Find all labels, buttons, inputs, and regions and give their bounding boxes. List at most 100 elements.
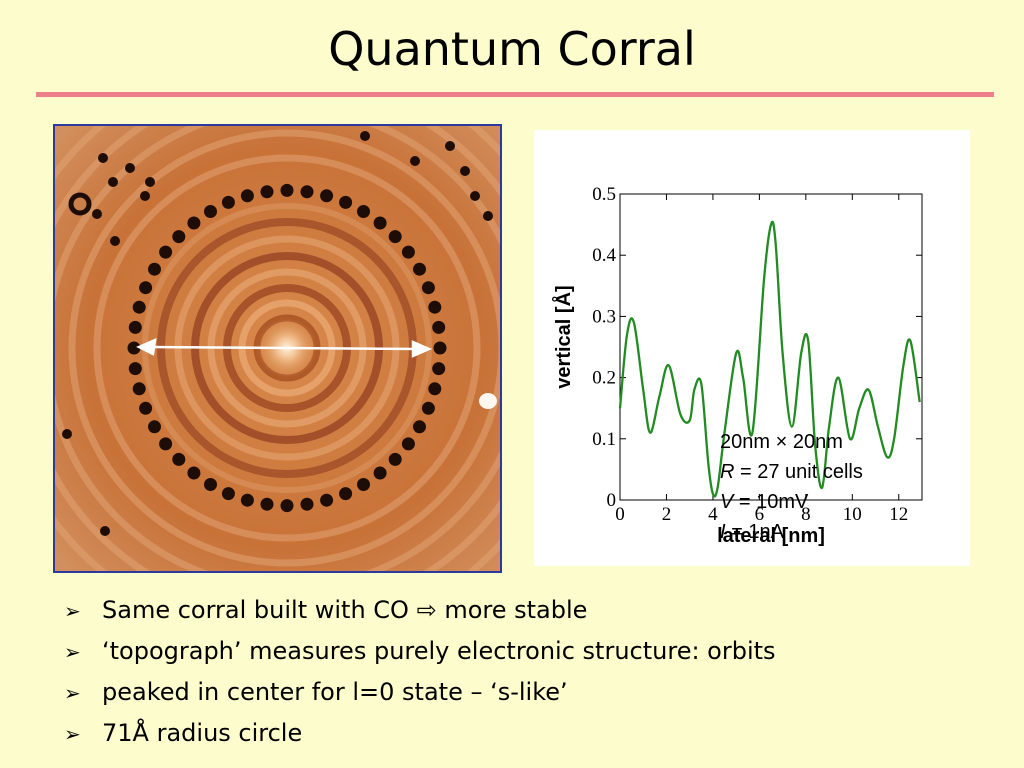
co-atom [139,401,153,415]
stray-atom [110,236,120,246]
stray-atom [445,141,455,151]
co-atom [280,499,294,513]
x-tick-label: 8 [801,504,811,525]
stray-atom [410,156,420,166]
y-tick-label: 0.5 [592,184,616,205]
stray-atom [92,209,102,219]
stray-atom [100,526,110,536]
co-atom [172,452,186,466]
stm-image [53,124,502,573]
co-atom [373,216,387,230]
stray-atom [125,163,135,173]
co-atom [139,281,153,295]
x-axis-label: lateral [nm] [717,525,825,547]
right-arrow-icon: ⇨ [416,596,437,624]
stray-atom [483,211,493,221]
annotation-block: 20nm × 20nm R = 27 unit cells V = 10mV I… [720,431,863,543]
y-tick-label: 0.1 [592,429,616,450]
stray-atom [140,191,150,201]
co-atom [428,382,442,396]
co-atom [240,189,254,203]
co-atom [339,487,353,501]
stray-atom [145,177,155,187]
co-atom [159,245,173,259]
stray-atom [470,191,480,201]
co-atom [357,205,370,218]
co-atom [421,401,435,415]
co-atom [413,262,426,276]
co-atom [300,497,314,511]
stray-atoms [62,131,493,536]
y-tick-label: 0 [607,490,617,511]
co-atom [127,341,141,355]
co-atom [421,281,435,295]
x-tick-label: 2 [662,504,672,525]
y-tick-label: 0.2 [592,368,616,389]
co-atom [204,205,217,218]
bullet-arrow-icon: ➢ [64,722,81,746]
co-atom [221,195,235,209]
stray-atom [62,429,72,439]
co-atom [172,230,186,244]
bullet-arrow-icon: ➢ [64,599,81,623]
co-atom [433,341,447,355]
title-divider [36,92,994,97]
co-atom [132,382,146,396]
bright-defect [479,393,497,409]
annotation-radius: R = 27 unit cells [720,461,863,483]
outer-ripples [55,126,500,571]
isolated-adatom [68,192,92,216]
annotation-size: 20nm × 20nm [720,431,843,453]
co-atom [357,478,370,491]
co-atom [373,466,387,480]
diameter-arrow [136,337,433,358]
stray-atom [360,131,370,141]
co-atom [428,300,442,314]
ripple-ring [93,154,481,542]
co-atom [221,487,235,501]
x-tick-label: 12 [889,504,908,525]
y-axis-label: vertical [Å] [551,285,575,388]
co-atom [148,420,161,434]
bullet-list: ➢ Same corral built with CO ⇨ more stable… [64,590,776,754]
co-atom [339,195,353,209]
y-tick-label: 0.3 [592,306,616,327]
co-atom [432,362,446,376]
slide-title: Quantum Corral [328,22,696,76]
co-atom [128,362,142,376]
co-atom [128,320,142,334]
co-atom [187,466,201,480]
series-line [618,220,921,498]
co-atom-corral [127,183,447,513]
stray-atom [460,166,470,176]
co-atom [320,189,334,203]
bullet-item: ➢ Same corral built with CO ⇨ more stable [64,590,776,631]
x-tick-label: 4 [708,504,718,525]
co-atom [280,183,294,197]
co-atom [132,300,146,314]
axis-ticks: 0 2 4 6 8 10 12 0 0.1 0.2 0.3 0.4 0.5 [592,184,922,525]
bullet-arrow-icon: ➢ [64,681,81,705]
co-atom [413,420,426,434]
co-atom [240,493,254,507]
ripple-ring [68,129,500,567]
co-atom [432,320,446,334]
co-atom [159,437,173,451]
co-atom [148,262,161,276]
x-tick-label: 10 [843,504,862,525]
co-atom [401,437,415,451]
co-atom [204,478,217,491]
bullet-item: ➢ ‘topograph’ measures purely electronic … [64,631,776,672]
y-tick-label: 0.4 [592,245,616,266]
x-tick-label: 0 [615,504,625,525]
co-atom [320,493,334,507]
bullet-item: ➢ 71Å radius circle [64,713,776,754]
bullet-item: ➢ peaked in center for l=0 state – ‘s-lik… [64,672,776,713]
plot-frame [619,193,923,501]
co-atom [401,245,415,259]
stray-atom [108,177,118,187]
line-profile-chart: 0 2 4 6 8 10 12 0 0.1 0.2 0.3 0.4 0.5 lateral [nm] v… [534,130,970,566]
co-atom [260,497,274,511]
annotation-current: I = 1nA [720,521,785,543]
co-atom [388,452,402,466]
